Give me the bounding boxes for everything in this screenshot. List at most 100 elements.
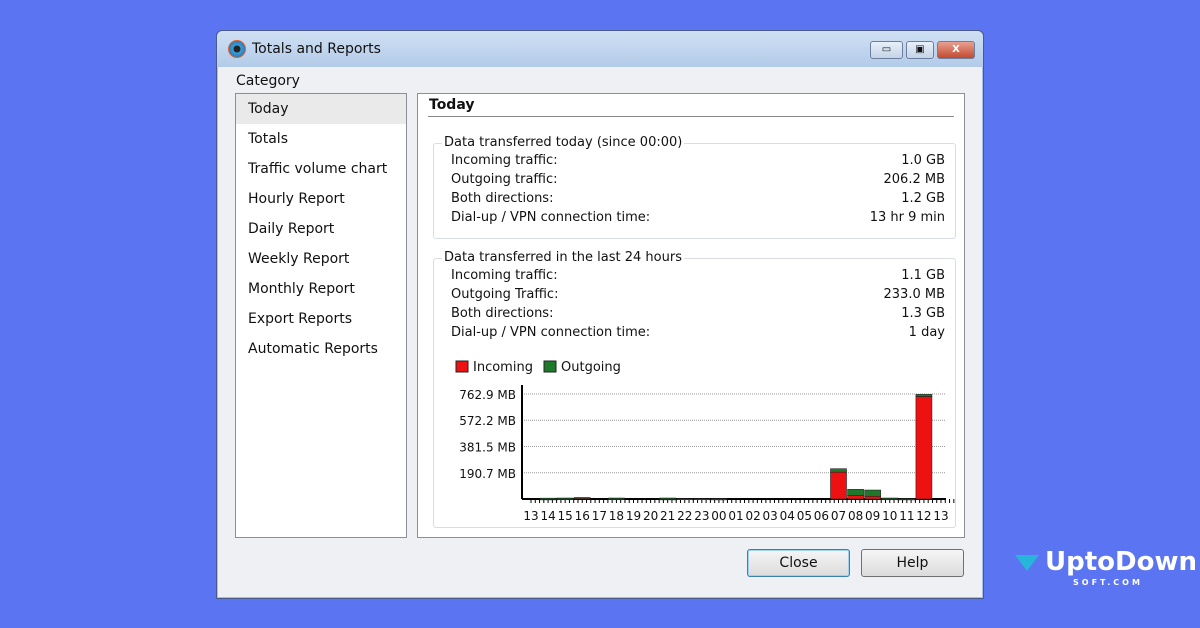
bar-outgoing bbox=[573, 497, 591, 499]
legend-swatch-incoming bbox=[455, 360, 469, 373]
x-tick-label: 13 bbox=[933, 509, 948, 523]
stat-value: 1.0 GB bbox=[901, 153, 945, 168]
bar-outgoing bbox=[693, 498, 711, 501]
category-item[interactable]: Monthly Report bbox=[248, 281, 355, 297]
download-arrow-icon bbox=[1015, 555, 1039, 571]
x-tick-label: 07 bbox=[831, 509, 846, 523]
x-tick-label: 13 bbox=[523, 509, 538, 523]
legend-label-outgoing: Outgoing bbox=[561, 360, 621, 375]
legend-swatch-outgoing bbox=[543, 360, 557, 373]
bar-incoming bbox=[915, 396, 933, 500]
category-item[interactable]: Weekly Report bbox=[248, 251, 350, 267]
bar-outgoing bbox=[864, 489, 881, 497]
stat-label: Incoming traffic: bbox=[451, 153, 558, 168]
stat-row: Dial-up / VPN connection time: 1 day bbox=[451, 325, 945, 344]
category-item[interactable]: Automatic Reports bbox=[248, 341, 378, 357]
x-tick-label: 22 bbox=[677, 509, 692, 523]
x-tick-label: 11 bbox=[899, 509, 914, 523]
stat-label: Dial-up / VPN connection time: bbox=[451, 325, 651, 340]
category-item[interactable]: Export Reports bbox=[248, 311, 352, 327]
stat-value: 1.3 GB bbox=[901, 306, 945, 321]
totals-reports-window: Totals and Reports ▭ ▣ X Category Today T… bbox=[216, 30, 984, 599]
x-tick-label: 03 bbox=[763, 509, 778, 523]
x-tick-label: 16 bbox=[575, 509, 590, 523]
bar-outgoing bbox=[847, 489, 864, 496]
stat-label: Both directions: bbox=[451, 306, 554, 321]
stat-value: 13 hr 9 min bbox=[869, 210, 945, 225]
category-item[interactable]: Hourly Report bbox=[248, 191, 345, 207]
window-title: Totals and Reports bbox=[252, 41, 381, 57]
x-tick-label: 14 bbox=[540, 509, 555, 523]
x-tick-label: 23 bbox=[694, 509, 709, 523]
stat-row: Outgoing Traffic: 233.0 MB bbox=[451, 287, 945, 306]
help-button[interactable]: Help bbox=[861, 549, 964, 577]
x-tick-label: 01 bbox=[728, 509, 743, 523]
stat-row: Incoming traffic: 1.0 GB bbox=[451, 153, 945, 172]
stat-row: Dial-up / VPN connection time: 13 hr 9 mi… bbox=[451, 210, 945, 229]
app-icon bbox=[228, 40, 246, 58]
stat-row: Both directions: 1.2 GB bbox=[451, 191, 945, 210]
x-tick-label: 05 bbox=[797, 509, 812, 523]
x-tick-label: 10 bbox=[882, 509, 897, 523]
bar-incoming bbox=[864, 495, 881, 500]
category-item[interactable]: Traffic volume chart bbox=[248, 161, 388, 177]
uptodown-watermark: UptoDown SOFT.COM bbox=[1015, 545, 1200, 595]
x-tick-label: 02 bbox=[745, 509, 760, 523]
stat-value: 1 day bbox=[908, 325, 945, 340]
panel-title: Today bbox=[429, 97, 475, 113]
category-item[interactable]: Daily Report bbox=[248, 221, 335, 237]
bar-outgoing bbox=[915, 394, 933, 397]
y-tick-label: 381.5 MB bbox=[459, 440, 516, 454]
stat-row: Incoming traffic: 1.1 GB bbox=[451, 268, 945, 287]
bar-outgoing bbox=[608, 497, 625, 500]
watermark-name: UptoDown bbox=[1045, 547, 1197, 577]
x-tick-label: 17 bbox=[592, 509, 607, 523]
watermark-sub: SOFT.COM bbox=[1073, 578, 1143, 587]
stat-value: 1.2 GB bbox=[901, 191, 945, 206]
bar-outgoing bbox=[830, 468, 847, 473]
stat-label: Incoming traffic: bbox=[451, 268, 558, 283]
today-group: Data transferred today (since 00:00) Inc… bbox=[433, 135, 956, 239]
x-tick-label: 20 bbox=[643, 509, 658, 523]
stat-label: Both directions: bbox=[451, 191, 554, 206]
title-bar[interactable]: Totals and Reports ▭ ▣ X bbox=[217, 31, 983, 67]
stat-value: 206.2 MB bbox=[883, 172, 945, 187]
bar-incoming bbox=[847, 495, 864, 500]
x-tick-label: 19 bbox=[626, 509, 641, 523]
stat-label: Outgoing traffic: bbox=[451, 172, 558, 187]
close-window-button[interactable]: X bbox=[937, 41, 975, 59]
traffic-chart: Incoming Outgoing 190.7 MB 381.5 MB 572.2 MB… bbox=[455, 360, 955, 523]
stat-value: 233.0 MB bbox=[883, 287, 945, 302]
bar-outgoing bbox=[898, 498, 916, 500]
x-tick-label: 04 bbox=[780, 509, 795, 523]
x-tick-label: 06 bbox=[814, 509, 829, 523]
x-tick-label: 00 bbox=[711, 509, 726, 523]
x-tick-label: 21 bbox=[660, 509, 675, 523]
bar-outgoing bbox=[539, 497, 557, 500]
stat-label: Dial-up / VPN connection time: bbox=[451, 210, 651, 225]
x-tick-label: 12 bbox=[916, 509, 931, 523]
title-divider bbox=[428, 116, 954, 117]
last24-group: Data transferred in the last 24 hours In… bbox=[433, 250, 956, 528]
x-tick-label: 15 bbox=[558, 509, 573, 523]
close-button[interactable]: Close bbox=[747, 549, 850, 577]
report-panel: Today Data transferred today (since 00:0… bbox=[417, 93, 965, 538]
bar-incoming bbox=[830, 471, 847, 500]
stat-row: Both directions: 1.3 GB bbox=[451, 306, 945, 325]
bar-outgoing bbox=[881, 497, 899, 500]
stat-row: Outgoing traffic: 206.2 MB bbox=[451, 172, 945, 191]
legend-label-incoming: Incoming bbox=[473, 360, 533, 375]
y-tick-label: 190.7 MB bbox=[459, 467, 516, 481]
minimize-button[interactable]: ▭ bbox=[870, 41, 903, 59]
bar-outgoing bbox=[676, 498, 694, 501]
last24-group-legend: Data transferred in the last 24 hours bbox=[442, 250, 684, 265]
category-item[interactable]: Today bbox=[236, 94, 406, 124]
y-tick-label: 572.2 MB bbox=[459, 414, 516, 428]
maximize-button[interactable]: ▣ bbox=[906, 41, 934, 59]
category-list: Today Totals Traffic volume chart Hourly Re… bbox=[235, 93, 407, 538]
today-group-legend: Data transferred today (since 00:00) bbox=[442, 135, 685, 150]
stat-label: Outgoing Traffic: bbox=[451, 287, 559, 302]
bar-outgoing bbox=[710, 498, 728, 500]
x-tick-label: 08 bbox=[848, 509, 863, 523]
category-item[interactable]: Totals bbox=[248, 131, 288, 147]
